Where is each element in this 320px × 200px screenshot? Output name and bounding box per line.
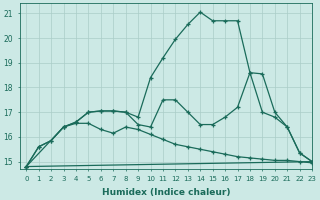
X-axis label: Humidex (Indice chaleur): Humidex (Indice chaleur) (102, 188, 230, 197)
